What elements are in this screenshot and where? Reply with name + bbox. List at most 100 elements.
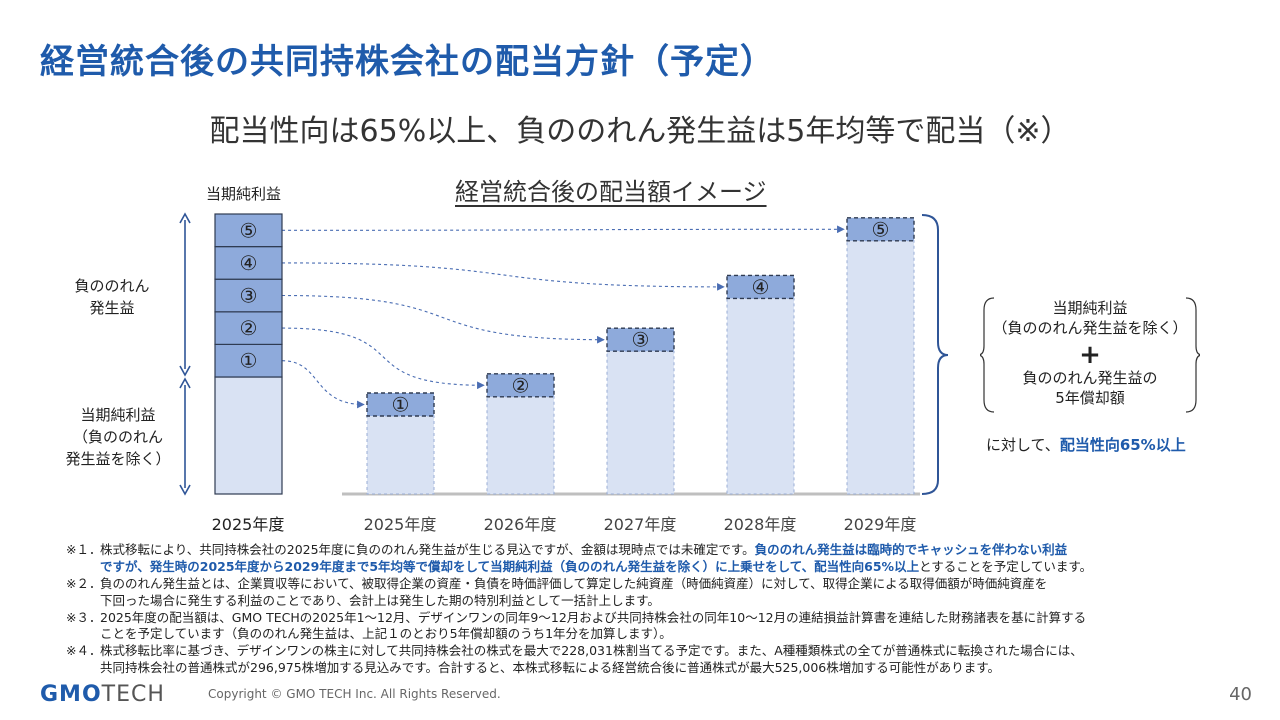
footnotes: ※１． 株式移転により、共同持株会社の2025年度に負ののれん発生益が生じる見込で… bbox=[66, 542, 1092, 677]
left-stack-segment-label: ② bbox=[240, 316, 258, 340]
formula-line3: 負ののれん発生益の bbox=[1022, 369, 1158, 387]
braces bbox=[179, 212, 949, 496]
footnote: ※３． 2025年度の配当額は、GMO TECHの2025年1～12月、デザインワ… bbox=[66, 610, 1092, 644]
year-label-2026: 2026年度 bbox=[483, 515, 557, 534]
bar-base bbox=[486, 396, 555, 495]
negative-goodwill-label-line1: 負ののれん bbox=[74, 277, 150, 295]
allocation-arrow bbox=[281, 225, 845, 234]
negative-goodwill-arrow-tail bbox=[179, 365, 191, 377]
footnote-text: 株式移転により、共同持株会社の2025年度に負ののれん発生益が生じる見込ですが、… bbox=[100, 542, 755, 557]
negative-goodwill-label: 負ののれん 発生益 bbox=[64, 276, 160, 320]
footnote-line: ことを予定しています（負ののれん発生益は、上記１のとおり5年償却額のうち1年分を… bbox=[100, 626, 1092, 643]
footnote-line: ですが、発生時の2025年度から2029年度まで5年均等で償却をして当期純利益（… bbox=[100, 559, 1092, 576]
footnote-line: 負ののれん発生益とは、企業買収等において、被取得企業の資産・負債を時価評価して算… bbox=[100, 576, 1092, 593]
allocation-arrows bbox=[281, 225, 845, 409]
footnote-text: 2025年度の配当額は、GMO TECHの2025年1～12月、デザインワンの同… bbox=[100, 609, 1087, 625]
allocation-arrow bbox=[281, 294, 605, 344]
footnote-mark: ※３． bbox=[66, 609, 102, 625]
footnote: ※４． 株式移転比率に基づき、デザインワンの株主に対して共同持株会社の株式を最大で… bbox=[66, 643, 1092, 677]
plus-icon: + bbox=[1079, 340, 1101, 370]
payout-highlight: 配当性向65%以上 bbox=[1059, 436, 1186, 454]
footnote-line: 下回った場合に発生する利益のことであり、会計上は発生した期の特別利益として一括計… bbox=[100, 593, 1092, 610]
negative-goodwill-arrow-head bbox=[179, 212, 191, 224]
year-label-2027: 2027年度 bbox=[603, 515, 677, 534]
chart-title: 経営統合後の配当額イメージ bbox=[455, 178, 767, 206]
allocation-arrow bbox=[281, 262, 725, 291]
bar-base bbox=[366, 415, 435, 495]
bar-top-segment bbox=[366, 392, 435, 417]
net-income-excl-label-line2: （負ののれん bbox=[72, 427, 163, 446]
left-stack-segment-label: ① bbox=[240, 349, 258, 373]
left-stack-segment-label: ⑤ bbox=[240, 218, 258, 242]
net-income-excl-label: 当期純利益 （負ののれん 発生益を除く） bbox=[56, 405, 180, 470]
bar-base bbox=[606, 350, 675, 495]
footnote-text: 負ののれん発生益とは、企業買収等において、被取得企業の資産・負債を時価評価して算… bbox=[100, 575, 1048, 591]
bar-top-segment bbox=[726, 274, 795, 300]
bar-top-label: ⑤ bbox=[872, 217, 890, 241]
footnote-mark: ※４． bbox=[66, 643, 102, 659]
logo-gmo: GMO bbox=[40, 682, 102, 707]
left-stack-segment bbox=[214, 278, 283, 313]
footnote-text: 下回った場合に発生する利益のことであり、会計上は発生した期の特別利益として一括計… bbox=[100, 592, 660, 608]
net-income-arrow-tail bbox=[179, 484, 191, 496]
footnote-line: 2025年度の配当額は、GMO TECHの2025年1～12月、デザインワンの同… bbox=[100, 610, 1092, 627]
left-stack-segment-label: ③ bbox=[240, 284, 258, 308]
footnote-emphasis: 負ののれん発生益は臨時的でキャッシュを伴わない利益 bbox=[754, 542, 1068, 557]
bar-top-label: ② bbox=[512, 373, 530, 397]
net-income-excl-label-line1: 当期純利益 bbox=[80, 406, 156, 424]
right-brace bbox=[921, 214, 949, 495]
bar-top-segment bbox=[486, 373, 555, 398]
year-label-2025: 2025年度 bbox=[363, 515, 437, 534]
bar-top-label: ④ bbox=[752, 275, 770, 299]
footnote-text: ことを予定しています（負ののれん発生益は、上記１のとおり5年償却額のうち1年分を… bbox=[100, 626, 672, 642]
left-stack-year: 2025年度 bbox=[211, 515, 285, 534]
footnote-text: 共同持株会社の普通株式が296,975株増加する見込みです。合計すると、本株式移… bbox=[100, 660, 1001, 676]
formula-line1: 当期純利益 bbox=[1052, 299, 1128, 317]
footnote-line: 株式移転比率に基づき、デザインワンの株主に対して共同持株会社の株式を最大で228… bbox=[100, 643, 1092, 660]
footnote-mark: ※２． bbox=[66, 575, 102, 591]
allocation-arrow bbox=[281, 327, 485, 390]
logo-tech: TECH bbox=[101, 682, 165, 707]
bar-base bbox=[726, 297, 795, 495]
formula-brackets bbox=[980, 297, 1200, 413]
left-stack-segment-label: ④ bbox=[240, 251, 258, 275]
left-stack-segment bbox=[214, 246, 283, 280]
page-number: 40 bbox=[1229, 684, 1252, 705]
year-label-2028: 2028年度 bbox=[723, 515, 797, 534]
left-stack-segment bbox=[214, 213, 283, 248]
bar-top-segment bbox=[846, 217, 915, 242]
bar-base bbox=[846, 240, 915, 495]
page-title: 経営統合後の共同持株会社の配当方針（予定） bbox=[40, 42, 775, 82]
footnote-line: 株式移転により、共同持株会社の2025年度に負ののれん発生益が生じる見込ですが、… bbox=[100, 542, 1092, 559]
footnote: ※１． 株式移転により、共同持株会社の2025年度に負ののれん発生益が生じる見込で… bbox=[66, 542, 1092, 576]
footnote: ※２． 負ののれん発生益とは、企業買収等において、被取得企業の資産・負債を時価評価… bbox=[66, 576, 1092, 610]
footnote-emphasis: ですが、発生時の2025年度から2029年度まで5年均等で償却をして当期純利益（… bbox=[100, 558, 920, 574]
left-stack bbox=[214, 213, 283, 495]
formula-line4: 5年償却額 bbox=[1055, 389, 1125, 407]
copyright: Copyright © GMO TECH Inc. All Rights Res… bbox=[208, 687, 501, 701]
footnote-line: 共同持株会社の普通株式が296,975株増加する見込みです。合計すると、本株式移… bbox=[100, 660, 1092, 677]
bar-top-segment bbox=[606, 327, 675, 352]
bars-layer bbox=[342, 217, 920, 496]
bar-top-label: ① bbox=[392, 393, 410, 417]
payout-ratio-statement: に対して、配当性向65%以上 bbox=[986, 434, 1186, 455]
footnote-text: 株式移転比率に基づき、デザインワンの株主に対して共同持株会社の株式を最大で228… bbox=[100, 643, 1083, 659]
left-stack-base bbox=[214, 376, 283, 495]
left-stack-top-label: 当期純利益 bbox=[206, 185, 282, 203]
left-stack-segment bbox=[214, 343, 283, 378]
gmo-tech-logo: GMOTECH bbox=[40, 682, 165, 707]
segment-labels: ① ② ③ ④ ⑤ ① ② ③ ④ ⑤ bbox=[240, 217, 890, 416]
footnote-text: とすることを予定しています。 bbox=[919, 558, 1093, 574]
net-income-arrow-head bbox=[179, 377, 191, 389]
net-income-excl-label-line3: 発生益を除く） bbox=[65, 449, 171, 468]
negative-goodwill-label-line2: 発生益 bbox=[89, 298, 135, 317]
payout-prefix: に対して、 bbox=[986, 436, 1060, 454]
formula-box: 当期純利益 （負ののれん発生益を除く） + 負ののれん発生益の 5年償却額 bbox=[980, 296, 1200, 414]
bar-top-label: ③ bbox=[632, 328, 650, 352]
page-subtitle: 配当性向は65%以上、負ののれん発生益は5年均等で配当（※） bbox=[209, 114, 1071, 149]
left-stack-segment bbox=[214, 311, 283, 345]
allocation-arrow bbox=[281, 360, 365, 409]
year-label-2029: 2029年度 bbox=[843, 515, 917, 534]
formula-line2: （負ののれん発生益を除く） bbox=[992, 319, 1188, 337]
